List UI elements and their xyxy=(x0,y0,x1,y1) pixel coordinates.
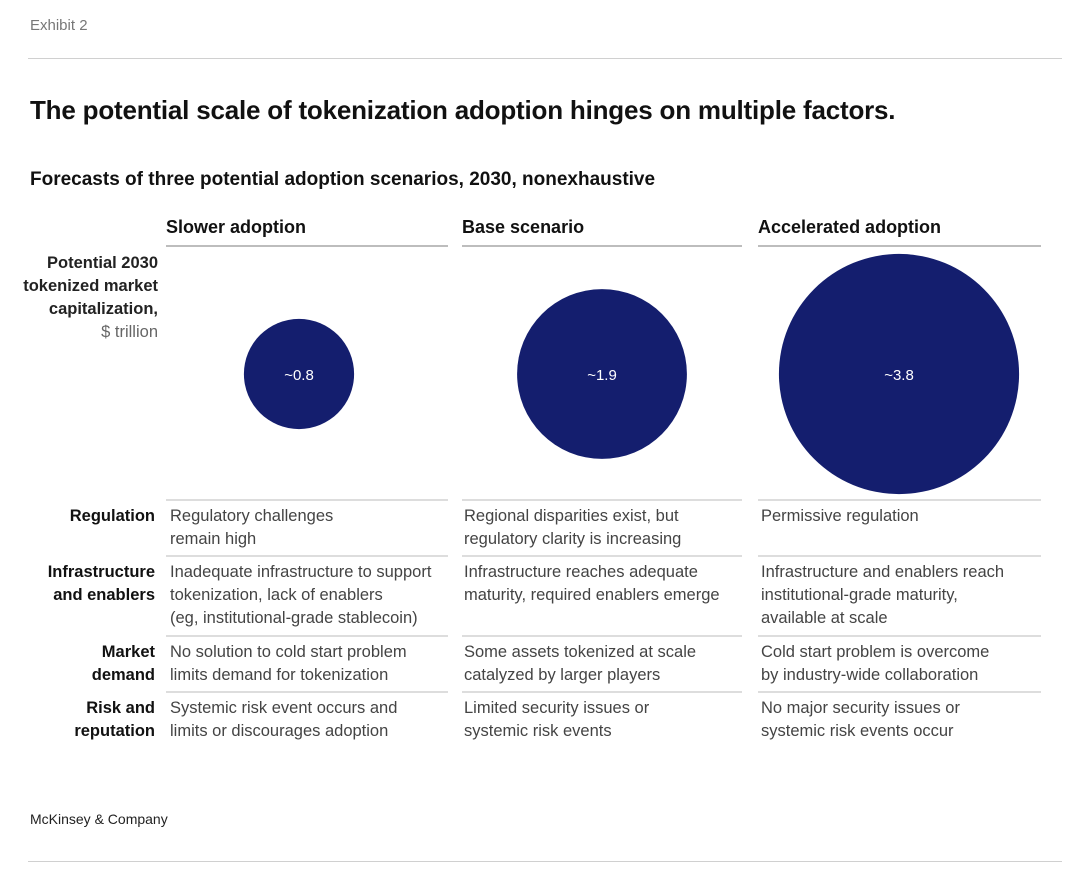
table-cell: Permissive regulation xyxy=(761,507,919,525)
table-cell: Some assets tokenized at scale catalyzed … xyxy=(464,643,697,684)
table-cell: Inadequate infrastructure to support toke… xyxy=(170,563,432,627)
row-label: Infrastructure and enablers xyxy=(47,563,155,604)
column-header-base: Base scenario xyxy=(462,217,742,247)
row-label: Risk and reputation xyxy=(74,699,155,740)
table-cell: Regulatory challenges remain high xyxy=(170,507,334,548)
row-divider xyxy=(758,691,1041,693)
y-label-text: Potential 2030 tokenized market capitali… xyxy=(23,254,158,318)
row-label: Market demand xyxy=(91,643,155,684)
table-cell: Infrastructure and enablers reach institu… xyxy=(761,563,1005,627)
row-divider xyxy=(462,635,742,637)
row-divider xyxy=(166,555,448,557)
bubble-0 xyxy=(243,318,355,430)
bubble-2 xyxy=(778,253,1020,495)
row-divider xyxy=(166,499,448,501)
row-divider xyxy=(462,691,742,693)
chart-title: The potential scale of tokenization adop… xyxy=(30,95,896,125)
row-divider xyxy=(758,555,1041,557)
exhibit-label: Exhibit 2 xyxy=(30,17,88,34)
bubble-1 xyxy=(517,289,687,459)
bubble-label-1: ~1.9 xyxy=(587,367,617,384)
row-divider xyxy=(166,691,448,693)
table-cell: Infrastructure reaches adequate maturity,… xyxy=(464,563,720,604)
y-label-unit: $ trillion xyxy=(101,323,158,341)
table-cell: Limited security issues or systemic risk … xyxy=(464,699,650,740)
table-cell: No solution to cold start problem limits … xyxy=(170,643,407,684)
table-cell: Cold start problem is overcome by industr… xyxy=(761,643,990,684)
top-divider xyxy=(28,58,1062,59)
row-divider xyxy=(758,635,1041,637)
bubble-label-0: ~0.8 xyxy=(284,367,314,384)
column-header-slower: Slower adoption xyxy=(166,217,448,247)
row-divider xyxy=(462,499,742,501)
bottom-divider xyxy=(28,861,1062,862)
chart-subtitle: Forecasts of three potential adoption sc… xyxy=(30,169,656,190)
column-header-accelerated: Accelerated adoption xyxy=(758,217,1041,247)
row-divider xyxy=(462,555,742,557)
table-cell: No major security issues or systemic risk… xyxy=(761,699,960,740)
source-footer: McKinsey & Company xyxy=(30,811,168,827)
table-cell: Systemic risk event occurs and limits or … xyxy=(170,699,398,740)
row-label: Regulation xyxy=(69,507,155,525)
row-divider xyxy=(166,635,448,637)
table-cell: Regional disparities exist, but regulator… xyxy=(464,507,682,548)
bubble-label-2: ~3.8 xyxy=(884,367,914,384)
y-label: Potential 2030 tokenized market capitali… xyxy=(20,252,158,344)
row-divider xyxy=(758,499,1041,501)
